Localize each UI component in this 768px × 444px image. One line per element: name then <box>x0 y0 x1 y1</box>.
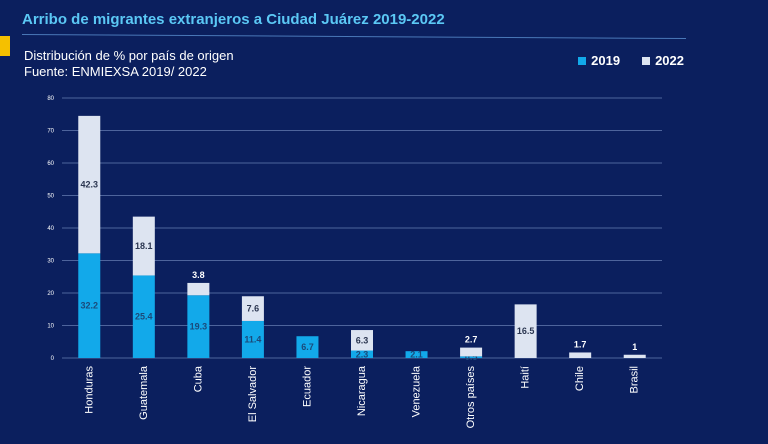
category-label: Venezuela <box>411 365 423 417</box>
bar-2019 <box>351 350 373 358</box>
y-tick-label: 50 <box>47 194 54 200</box>
accent-bar <box>0 36 10 56</box>
bar-2022 <box>78 115 101 254</box>
legend-swatch-2019 <box>578 56 587 65</box>
data-label-2019: 11.4 <box>244 334 261 344</box>
data-label-2022: 2.7 <box>465 335 478 345</box>
data-label-2022: 1 <box>632 342 637 352</box>
category-label: Brasil <box>629 366 641 394</box>
bar-2022 <box>241 296 264 321</box>
bar-2022 <box>351 330 373 351</box>
y-tick-label: 60 <box>47 161 54 167</box>
bar-2019 <box>241 320 264 358</box>
bar-2022 <box>187 282 210 296</box>
data-label-2022: 42.3 <box>81 180 99 190</box>
chart-legend: 2019 2022 <box>578 53 684 68</box>
legend-item-2019: 2019 <box>578 53 620 68</box>
legend-label-2019: 2019 <box>591 53 621 68</box>
y-tick-label: 10 <box>47 324 54 330</box>
data-label-2019: 19.3 <box>190 322 208 332</box>
data-label-2019: 32.2 <box>81 301 99 311</box>
legend-item-2022: 2022 <box>642 53 684 68</box>
bar-2022 <box>569 352 592 358</box>
category-label: Cuba <box>192 365 204 392</box>
data-label-2022: 1.7 <box>574 339 587 349</box>
data-label-2019: 6.7 <box>301 342 314 352</box>
category-label: Guatemala <box>138 365 150 420</box>
category-label: El Salvador <box>247 366 259 423</box>
data-label-2022: 18.1 <box>135 241 153 251</box>
y-tick-label: 30 <box>47 259 54 265</box>
y-tick-label: 70 <box>47 129 54 135</box>
y-tick-label: 40 <box>47 226 54 232</box>
data-label-2019: 2.3 <box>356 349 369 359</box>
data-label-2022: 6.3 <box>356 335 369 345</box>
bar-2022 <box>623 354 646 358</box>
bar-2019 <box>405 351 428 358</box>
bar-2019 <box>78 253 101 358</box>
y-tick-label: 80 <box>47 96 54 102</box>
bar-2019 <box>460 356 483 358</box>
data-label-2022: 3.8 <box>192 270 205 280</box>
category-label: Honduras <box>83 366 95 414</box>
category-label: Haití <box>520 366 532 389</box>
data-label-2019: 25.4 <box>135 312 153 322</box>
bar-2019 <box>187 295 210 358</box>
category-label: Ecuador <box>301 366 313 407</box>
category-label: Otros países <box>465 366 477 429</box>
bar-2019 <box>296 336 319 358</box>
data-label-2019: 0.5 <box>465 352 478 362</box>
data-label-2022: 7.6 <box>247 304 260 314</box>
category-label: Nicaragua <box>356 365 368 416</box>
bar-2022 <box>132 216 155 276</box>
data-label-2019: 2.1 <box>410 350 423 360</box>
chart-title: Arribo de migrantes extranjeros a Ciudad… <box>22 11 445 28</box>
bar-2022 <box>514 304 537 358</box>
legend-label-2022: 2022 <box>655 53 684 68</box>
bar-2019 <box>132 275 155 358</box>
legend-swatch-2022 <box>642 56 651 65</box>
chart-source: Fuente: ENMIEXSA 2019/ 2022 <box>24 64 207 79</box>
bar-2022 <box>460 347 483 357</box>
y-tick-label: 0 <box>51 356 55 362</box>
y-tick-label: 20 <box>47 291 54 297</box>
chart-subtitle: Distribución de % por país de origen <box>24 48 234 63</box>
category-label: Chile <box>574 366 586 391</box>
data-label-2022: 16.5 <box>517 326 535 336</box>
